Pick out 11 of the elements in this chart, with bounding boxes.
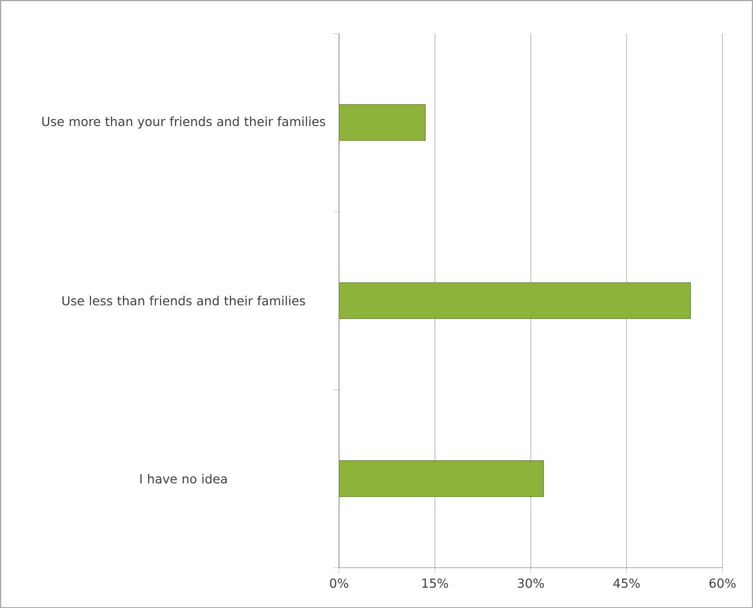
x-tick-label: 30% — [518, 578, 544, 588]
x-tick-label: 0% — [330, 578, 348, 588]
x-tick-label: 60% — [710, 578, 736, 588]
bar — [339, 282, 691, 319]
x-tick-label: 15% — [422, 578, 448, 588]
y-tick-label: I have no idea — [140, 474, 227, 484]
bar — [339, 104, 426, 141]
x-tick-label: 45% — [613, 578, 640, 588]
y-tick-label: Use more than your friends and their families — [42, 116, 326, 128]
y-tick-label: Use less than friends and their families — [62, 296, 306, 306]
bar — [339, 460, 544, 497]
